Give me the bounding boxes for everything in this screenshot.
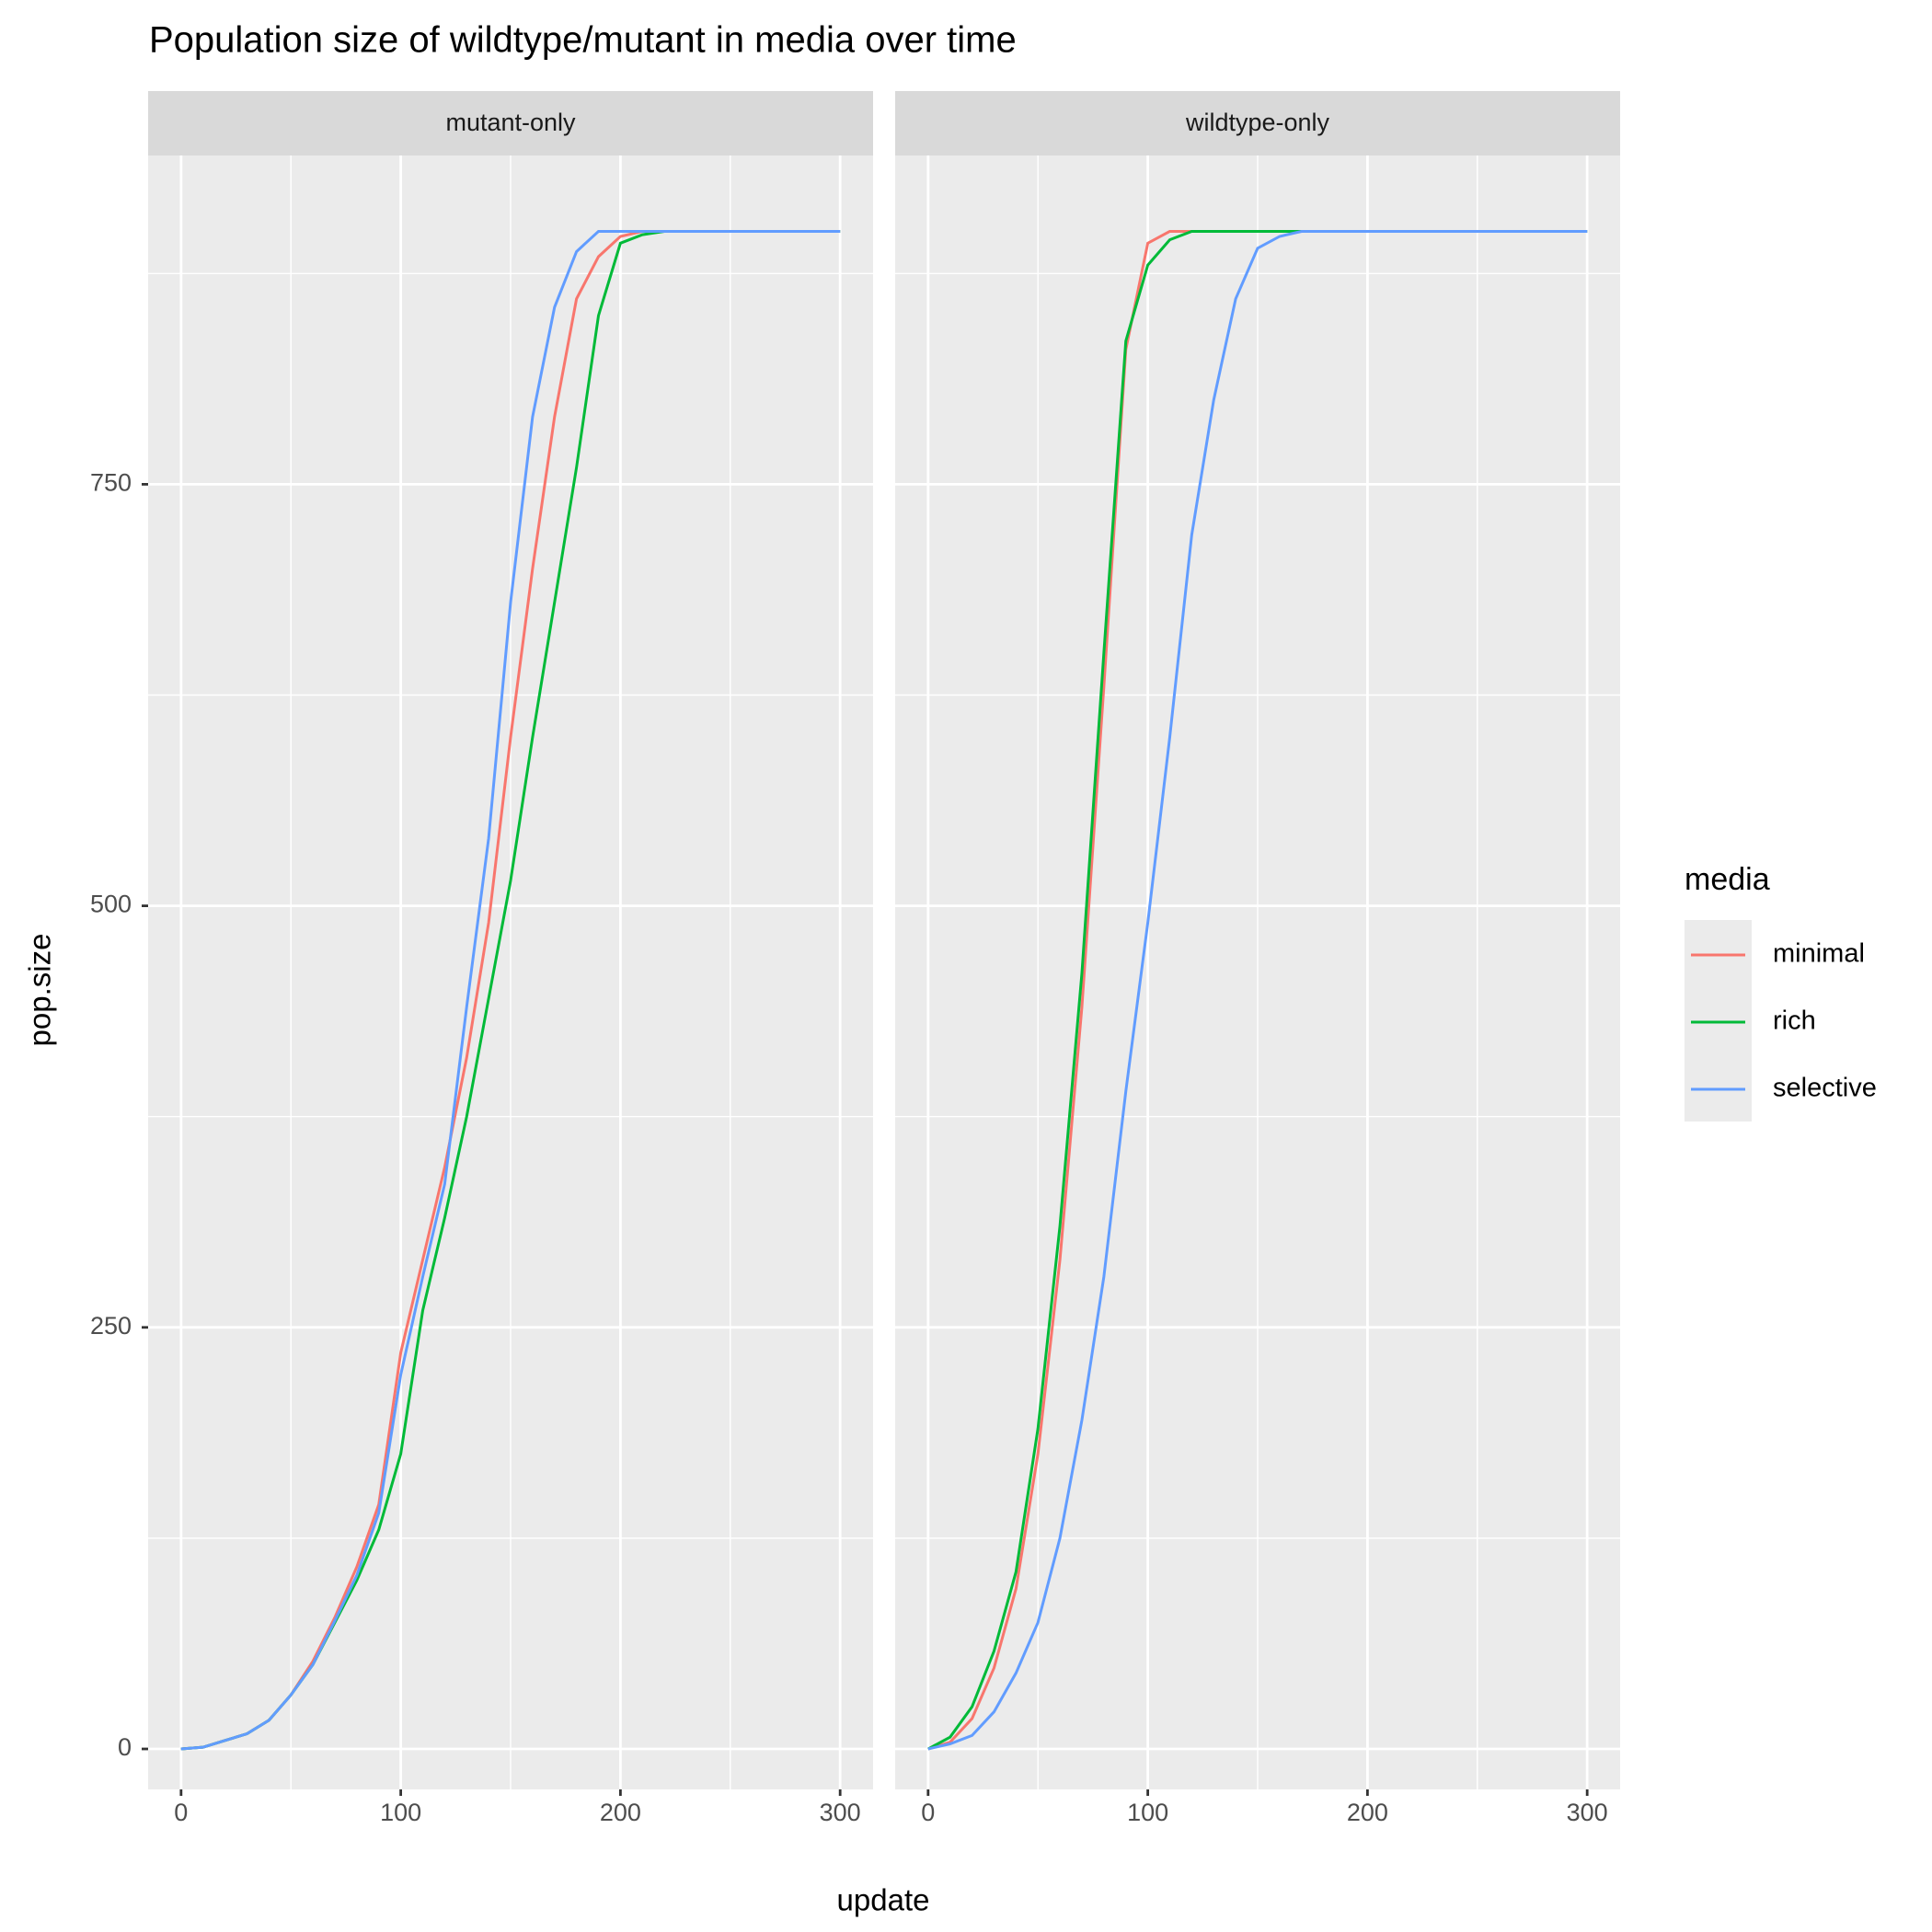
strip-label: wildtype-only bbox=[1185, 109, 1330, 136]
x-axis-title: update bbox=[837, 1883, 930, 1917]
legend-label: minimal bbox=[1773, 939, 1865, 969]
legend-label: selective bbox=[1773, 1074, 1877, 1103]
legend-label: rich bbox=[1773, 1006, 1816, 1036]
strip-background bbox=[895, 91, 1620, 155]
x-tick-label: 0 bbox=[174, 1799, 188, 1826]
y-tick-label: 500 bbox=[90, 891, 132, 918]
x-tick-label: 100 bbox=[380, 1799, 421, 1826]
x-tick-label: 300 bbox=[820, 1799, 861, 1826]
legend-title: media bbox=[1685, 862, 1770, 897]
y-tick-label: 0 bbox=[118, 1733, 132, 1761]
y-tick-label: 750 bbox=[90, 469, 132, 497]
x-tick-label: 200 bbox=[600, 1799, 641, 1826]
y-tick-label: 250 bbox=[90, 1312, 132, 1340]
x-tick-label: 200 bbox=[1347, 1799, 1388, 1826]
strip-label: mutant-only bbox=[445, 109, 576, 136]
x-tick-label: 100 bbox=[1127, 1799, 1168, 1826]
series-line bbox=[927, 229, 1588, 1751]
y-axis-title: pop.size bbox=[23, 934, 57, 1047]
x-tick-label: 0 bbox=[921, 1799, 935, 1826]
chart-title: Population size of wildtype/mutant in me… bbox=[149, 20, 1017, 61]
x-tick-label: 300 bbox=[1567, 1799, 1608, 1826]
series-line bbox=[180, 229, 841, 1751]
strip-background bbox=[148, 91, 873, 155]
